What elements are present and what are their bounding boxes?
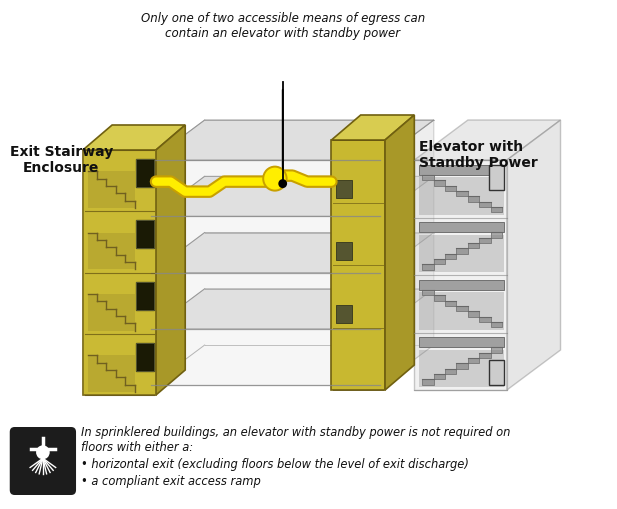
Polygon shape [156, 125, 185, 395]
Circle shape [264, 167, 286, 190]
Text: Exit Stairway
Enclosure: Exit Stairway Enclosure [10, 145, 113, 175]
Polygon shape [445, 254, 457, 259]
Polygon shape [419, 292, 504, 329]
Polygon shape [151, 160, 380, 385]
Polygon shape [434, 295, 445, 301]
Polygon shape [336, 180, 352, 197]
Polygon shape [491, 322, 502, 327]
Polygon shape [491, 233, 502, 238]
Polygon shape [479, 353, 491, 358]
Polygon shape [507, 120, 560, 390]
Polygon shape [491, 207, 502, 212]
Polygon shape [489, 360, 504, 385]
Polygon shape [479, 202, 491, 207]
Polygon shape [414, 120, 560, 160]
Polygon shape [88, 355, 135, 392]
Polygon shape [385, 115, 414, 390]
Polygon shape [422, 290, 434, 295]
Polygon shape [151, 120, 434, 160]
Polygon shape [83, 125, 185, 150]
Polygon shape [136, 343, 154, 371]
Circle shape [36, 445, 50, 459]
Polygon shape [151, 120, 434, 160]
Polygon shape [136, 281, 154, 309]
Polygon shape [151, 289, 434, 329]
Polygon shape [331, 140, 385, 390]
Polygon shape [380, 120, 434, 385]
Polygon shape [336, 304, 352, 323]
Polygon shape [457, 248, 468, 254]
Polygon shape [468, 243, 479, 248]
Text: • a compliant exit access ramp: • a compliant exit access ramp [81, 475, 260, 488]
Polygon shape [88, 294, 135, 331]
Polygon shape [457, 306, 468, 312]
Polygon shape [151, 233, 434, 272]
Polygon shape [88, 233, 135, 269]
Polygon shape [336, 242, 352, 260]
Polygon shape [445, 186, 457, 191]
Polygon shape [422, 175, 434, 180]
Polygon shape [457, 363, 468, 369]
Polygon shape [136, 159, 154, 187]
Polygon shape [422, 265, 434, 270]
Circle shape [278, 179, 287, 188]
Text: • horizontal exit (excluding floors below the level of exit discharge): • horizontal exit (excluding floors belo… [81, 458, 469, 471]
Polygon shape [83, 150, 156, 395]
Polygon shape [331, 115, 414, 140]
Polygon shape [419, 222, 504, 233]
Polygon shape [419, 337, 504, 348]
Polygon shape [419, 164, 504, 175]
Polygon shape [434, 180, 445, 186]
Circle shape [262, 165, 288, 191]
Polygon shape [434, 259, 445, 265]
FancyBboxPatch shape [10, 427, 76, 495]
Polygon shape [151, 176, 434, 216]
Polygon shape [419, 235, 504, 272]
Text: Only one of two accessible means of egress can
contain an elevator with standby : Only one of two accessible means of egre… [141, 12, 425, 40]
Polygon shape [136, 220, 154, 248]
Polygon shape [479, 238, 491, 243]
Polygon shape [419, 279, 504, 290]
Polygon shape [88, 172, 135, 208]
Polygon shape [414, 160, 507, 390]
Polygon shape [491, 348, 502, 353]
Polygon shape [422, 380, 434, 385]
Polygon shape [83, 150, 156, 395]
Polygon shape [489, 165, 504, 190]
Polygon shape [457, 191, 468, 196]
Polygon shape [468, 196, 479, 202]
Text: In sprinklered buildings, an elevator with standby power is not required on
floo: In sprinklered buildings, an elevator wi… [81, 426, 510, 454]
Polygon shape [468, 312, 479, 317]
Polygon shape [479, 317, 491, 322]
Polygon shape [445, 301, 457, 306]
Polygon shape [434, 374, 445, 380]
Text: Elevator with
Standby Power: Elevator with Standby Power [419, 140, 538, 170]
Polygon shape [445, 369, 457, 374]
Polygon shape [419, 350, 504, 387]
Polygon shape [468, 358, 479, 363]
Polygon shape [419, 177, 504, 214]
